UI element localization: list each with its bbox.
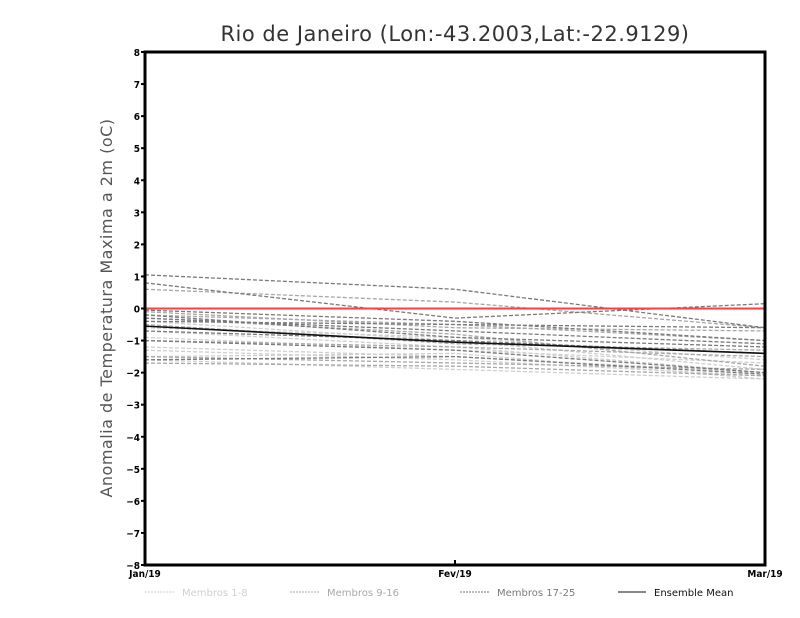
y-tick-label: 4 bbox=[134, 176, 140, 187]
y-ticks: −8 −7 −6 −5 −4 −3 −2 −1 0 1 2 3 4 5 6 7 8 bbox=[126, 48, 145, 572]
legend: Membros 1-8 Membros 9-16 Membros 17-25 Ense… bbox=[145, 588, 733, 599]
series-line-membros-17-25-8 bbox=[144, 355, 766, 375]
x-ticks: Jan/19 Fev/19 Mar/19 bbox=[128, 560, 783, 580]
chart-title: Rio de Janeiro (Lon:-43.2003,Lat:-22.912… bbox=[220, 22, 689, 46]
y-tick-label: −4 bbox=[126, 433, 140, 444]
y-tick-label: 2 bbox=[134, 240, 140, 251]
series-line-membros-1-8-5 bbox=[144, 336, 766, 364]
x-tick-label: Mar/19 bbox=[747, 569, 782, 580]
y-tick-label: −1 bbox=[126, 337, 140, 348]
y-tick-label: 8 bbox=[134, 48, 140, 59]
series-line-membros-17-25-3 bbox=[144, 309, 766, 342]
x-tick-label: Fev/19 bbox=[438, 569, 472, 580]
y-tick-label: 7 bbox=[134, 80, 140, 91]
series-line-membros-1-8-6 bbox=[144, 320, 766, 371]
x-tick-label: Jan/19 bbox=[128, 569, 161, 580]
series-line-membros-9-16-3 bbox=[144, 323, 766, 351]
series-line-membros-9-16-7 bbox=[144, 311, 766, 332]
series-line-membros-17-25-9 bbox=[144, 317, 766, 345]
series-line-membros-1-8-4 bbox=[144, 359, 766, 380]
y-tick-label: −2 bbox=[126, 369, 140, 380]
legend-label: Membros 1-8 bbox=[182, 588, 248, 599]
y-tick-label: −6 bbox=[126, 497, 140, 508]
series-line-membros-1-8-2 bbox=[144, 349, 766, 377]
y-tick-label: −7 bbox=[126, 529, 140, 540]
y-tick-label: 6 bbox=[134, 112, 140, 123]
series-line-membros-9-16-2 bbox=[144, 314, 766, 342]
series-line-membros-17-25-5 bbox=[144, 339, 766, 374]
series-line-membros-9-16-5 bbox=[144, 317, 766, 367]
y-tick-label: 5 bbox=[134, 144, 140, 155]
y-axis-label: Anomalia de Temperatura Maxima a 2m (oC) bbox=[97, 118, 116, 497]
legend-label: Membros 17-25 bbox=[497, 588, 575, 599]
series-line-membros-9-16-6 bbox=[144, 339, 766, 358]
y-tick-label: −5 bbox=[126, 465, 140, 476]
y-tick-label: −8 bbox=[126, 561, 140, 572]
series-layer bbox=[144, 274, 766, 380]
legend-label: Ensemble Mean bbox=[654, 588, 733, 599]
y-tick-label: 1 bbox=[134, 272, 140, 283]
series-line-membros-9-16-4 bbox=[144, 362, 766, 377]
y-tick-label: 0 bbox=[134, 305, 140, 316]
legend-label: Membros 9-16 bbox=[327, 588, 399, 599]
series-line-membros-9-16-1 bbox=[144, 288, 766, 329]
series-line-membros-1-8-7 bbox=[144, 346, 766, 374]
series-line-ensemble-mean bbox=[144, 325, 766, 355]
series-line-membros-1-8-3 bbox=[144, 330, 766, 374]
series-line-membros-17-25-1 bbox=[144, 274, 766, 329]
y-tick-label: −3 bbox=[126, 401, 140, 412]
y-tick-label: 3 bbox=[134, 208, 140, 219]
